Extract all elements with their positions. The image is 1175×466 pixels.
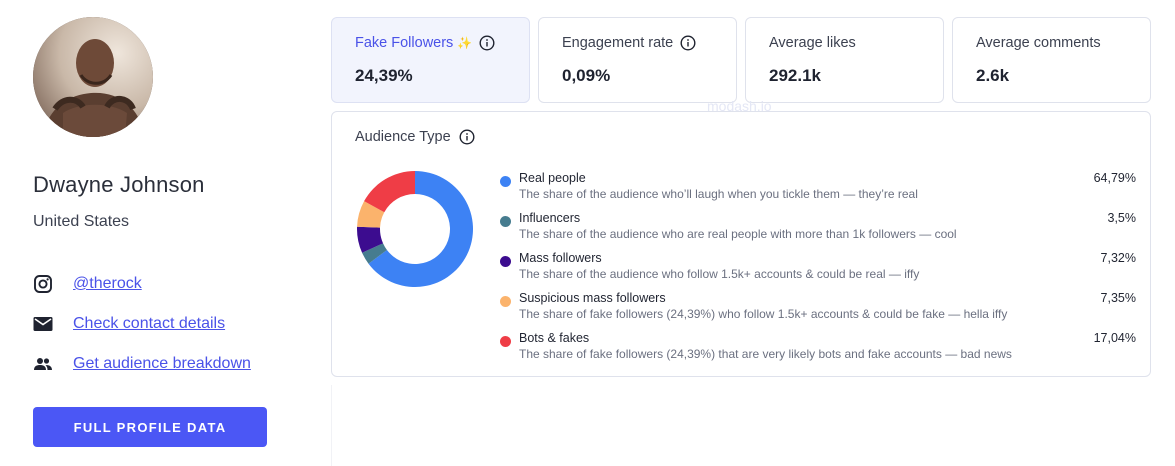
legend-item-suspicious-mass-followers: Suspicious mass followers The share of f… bbox=[500, 290, 1136, 330]
sparkle-icon: ✨ bbox=[457, 36, 473, 50]
audience-type-title: Audience Type bbox=[355, 129, 451, 145]
audience-link-row: Get audience breakdown bbox=[33, 352, 251, 376]
legend-item-real-people: Real people The share of the audience wh… bbox=[500, 170, 1136, 210]
legend-description: The share of the audience who’ll laugh w… bbox=[519, 187, 918, 201]
stat-label: Average comments bbox=[976, 35, 1101, 51]
donut-slice-suspicious-mass-followers bbox=[357, 201, 385, 228]
legend-item-influencers: Influencers The share of the audience wh… bbox=[500, 210, 1136, 250]
donut-slice-mass-followers bbox=[357, 226, 384, 253]
instagram-link-row: @therock bbox=[33, 272, 142, 296]
info-icon[interactable] bbox=[479, 35, 495, 51]
donut-slice-bots-fakes bbox=[364, 171, 415, 213]
profile-avatar bbox=[33, 17, 153, 137]
stat-label: Engagement rate bbox=[562, 35, 674, 51]
legend-name: Influencers bbox=[519, 211, 581, 225]
stat-label: Fake Followers bbox=[355, 35, 454, 51]
stat-value: 292.1k bbox=[769, 66, 821, 85]
legend-dot bbox=[500, 256, 511, 267]
profile-name: Dwayne Johnson bbox=[33, 172, 205, 197]
legend-percent: 7,35% bbox=[1100, 291, 1136, 305]
legend-percent: 17,04% bbox=[1093, 331, 1136, 345]
stat-value: 2.6k bbox=[976, 66, 1010, 85]
legend-percent: 7,32% bbox=[1100, 251, 1136, 265]
stat-card-engagement-rate[interactable]: Engagement rate 0,09% bbox=[538, 17, 737, 103]
legend-dot bbox=[500, 176, 511, 187]
legend-name: Mass followers bbox=[519, 251, 602, 265]
legend-name: Real people bbox=[519, 171, 586, 185]
legend-item-mass-followers: Mass followers The share of the audience… bbox=[500, 250, 1136, 290]
donut-slice-real-people bbox=[368, 171, 473, 287]
stat-value: 24,39% bbox=[355, 66, 413, 85]
people-icon bbox=[33, 354, 53, 374]
legend-description: The share of fake followers (24,39%) who… bbox=[519, 307, 1008, 321]
legend-dot bbox=[500, 216, 511, 227]
legend-dot bbox=[500, 296, 511, 307]
audience-donut-chart bbox=[357, 171, 473, 287]
info-icon[interactable] bbox=[680, 35, 696, 51]
get-audience-breakdown-link[interactable]: Get audience breakdown bbox=[73, 355, 251, 372]
legend-description: The share of the audience who are real p… bbox=[519, 227, 957, 241]
legend-dot bbox=[500, 336, 511, 347]
audience-legend: Real people The share of the audience wh… bbox=[500, 170, 1136, 370]
info-icon[interactable] bbox=[459, 129, 475, 145]
legend-description: The share of the audience who follow 1.5… bbox=[519, 267, 920, 281]
check-contact-details-link[interactable]: Check contact details bbox=[73, 315, 226, 332]
stat-label: Average likes bbox=[769, 35, 856, 51]
stat-card-average-likes[interactable]: Average likes 292.1k bbox=[745, 17, 944, 103]
full-profile-data-button[interactable]: FULL PROFILE DATA bbox=[33, 407, 267, 447]
profile-country: United States bbox=[33, 213, 130, 230]
audience-type-panel: Audience Type Real people The share of t… bbox=[331, 111, 1151, 377]
mail-icon bbox=[33, 314, 53, 334]
stat-value: 0,09% bbox=[562, 66, 611, 85]
watermark: modash.io bbox=[707, 98, 772, 114]
legend-name: Bots & fakes bbox=[519, 331, 590, 345]
donut-slice-influencers bbox=[362, 243, 387, 264]
legend-description: The share of fake followers (24,39%) tha… bbox=[519, 347, 1012, 361]
legend-name: Suspicious mass followers bbox=[519, 291, 666, 305]
legend-item-bots-fakes: Bots & fakes The share of fake followers… bbox=[500, 330, 1136, 370]
legend-percent: 3,5% bbox=[1107, 211, 1137, 225]
instagram-icon bbox=[33, 274, 53, 294]
stat-card-average-comments[interactable]: Average comments 2.6k bbox=[952, 17, 1151, 103]
blurred-preview-area bbox=[331, 385, 1151, 466]
legend-percent: 64,79% bbox=[1093, 171, 1136, 185]
stat-card-fake-followers[interactable]: Fake Followers ✨ 24,39% bbox=[331, 17, 530, 103]
contact-link-row: Check contact details bbox=[33, 312, 225, 336]
instagram-handle-link[interactable]: @therock bbox=[73, 275, 142, 292]
